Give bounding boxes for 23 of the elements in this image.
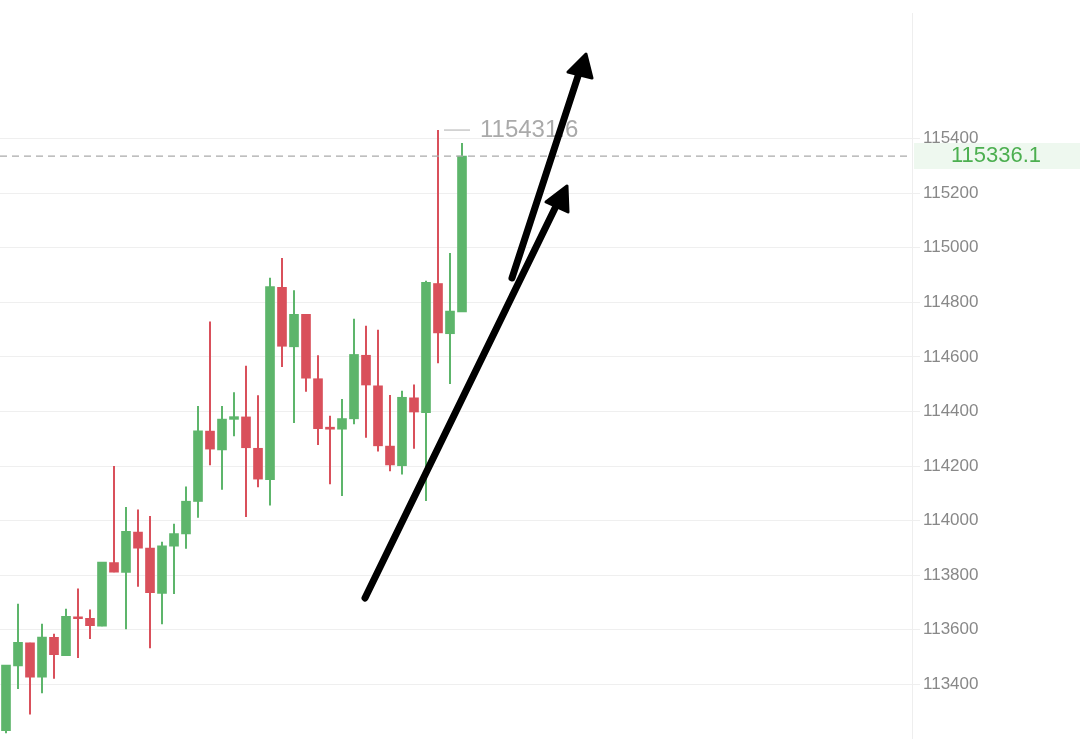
candlestick	[85, 608, 95, 640]
candlestick	[409, 383, 419, 450]
y-tick-label: 114400	[923, 401, 979, 421]
candlestick	[205, 320, 215, 467]
candlestick	[445, 251, 455, 385]
candlestick	[133, 508, 143, 588]
candlestick	[385, 394, 395, 473]
y-tick-label: 113600	[923, 619, 979, 639]
candlestick	[169, 522, 179, 595]
candlestick	[337, 397, 347, 498]
y-tick-label: 115200	[923, 182, 979, 202]
y-tick-label: 113800	[923, 564, 979, 584]
candlestick	[109, 465, 119, 574]
y-tick-label: 114800	[923, 292, 979, 312]
y-tick-label: 114200	[923, 455, 979, 475]
y-tick-label: 114600	[923, 346, 979, 366]
candlestick	[73, 587, 83, 660]
candlestick	[325, 414, 335, 486]
y-tick-label: 113400	[923, 673, 979, 693]
y-tick-label: 115000	[923, 237, 979, 257]
y-tick-label: 114000	[923, 510, 979, 530]
candlestick	[229, 391, 239, 438]
candlestick	[49, 632, 59, 680]
